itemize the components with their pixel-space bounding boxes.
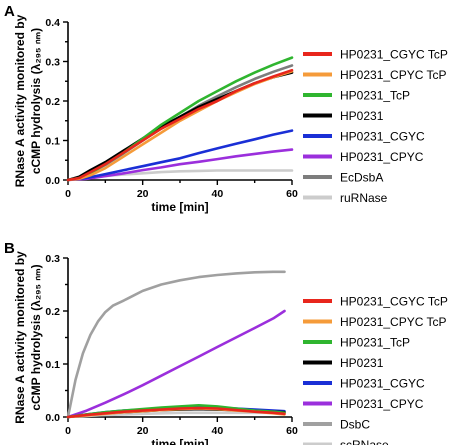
series-line-0 [66,406,286,419]
legend-label: ruRNase [340,191,388,205]
legend-label: HP0231_TcP [340,336,410,350]
legend-label: HP0231_CGYC [340,130,425,144]
series-line-0 [66,68,294,182]
x-tick-label: 0 [65,188,71,200]
legend-label: EcDsbA [340,171,383,185]
y-tick-label: 0.0 [45,175,60,187]
x-tick-label: 40 [211,425,223,437]
y-tick-label: 0.1 [45,359,60,371]
x-tick-label: 40 [211,188,223,200]
legend-label: HP0231_CGYC [340,377,425,391]
series-line-4 [66,129,294,182]
panel-letter: B [4,240,15,257]
legend-label: HP0231_CPYC [340,150,424,164]
legend-label: HP0231_TcP [340,89,410,103]
y-tick-label: 0.3 [45,253,60,265]
x-tick-label: 20 [137,188,149,200]
panel-letter: A [4,3,15,20]
x-tick-label: 20 [137,425,149,437]
y-axis-title-line1: RNase A activity monitored by [13,14,27,187]
legend-label: HP0231_CGYC TcP [340,48,448,62]
y-tick-label: 0.2 [45,306,60,318]
legend-label: HP0231_CPYC [340,397,424,411]
x-axis-title: time [min] [151,200,208,214]
x-tick-label: 60 [286,425,298,437]
y-axis-title-line2: cCMP hydrolysis (λ₂₉₅ ₙₘ) [29,28,43,174]
x-tick-label: 60 [286,188,298,200]
legend-label: HP0231_CPYC TcP [340,68,447,82]
y-axis-title-line2: cCMP hydrolysis (λ₂₉₅ ₙₘ) [29,264,43,410]
legend-label: HP0231 [340,356,384,370]
y-axis-title-line1: RNase A activity monitored by [13,251,27,424]
legend-label: HP0231_CGYC TcP [340,295,448,309]
y-tick-label: 0.4 [45,17,60,29]
legend-label: HP0231 [340,109,384,123]
legend-label: scRNase [340,438,389,445]
y-tick-label: 0.0 [45,412,60,424]
series-line-6 [66,270,286,419]
y-tick-label: 0.1 [45,136,60,148]
y-tick-label: 0.2 [45,96,60,108]
series-line-5 [66,309,286,419]
series-line-5 [66,148,294,182]
y-tick-label: 0.3 [45,57,60,69]
x-axis-title: time [min] [151,437,208,445]
legend-label: DsbC [340,418,370,432]
legend-label: HP0231_CPYC TcP [340,315,447,329]
x-tick-label: 0 [65,425,71,437]
